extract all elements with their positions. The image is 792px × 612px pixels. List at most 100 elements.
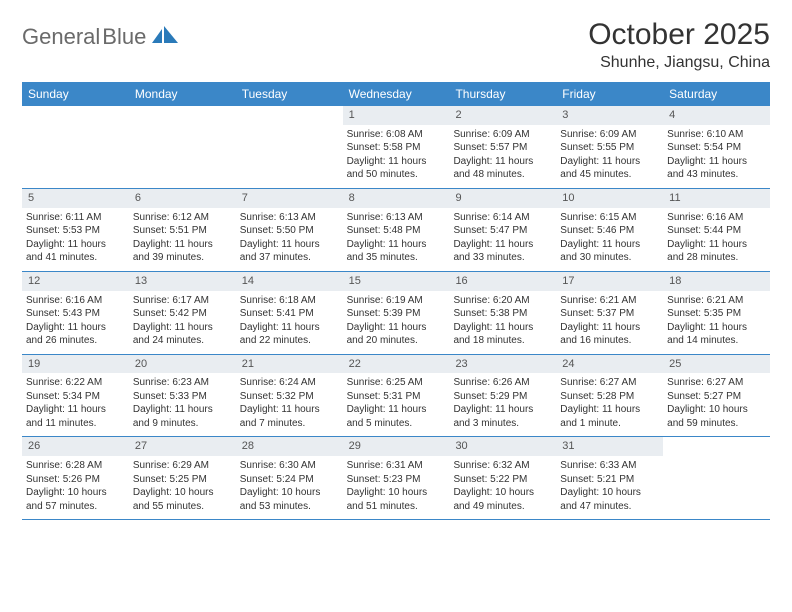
daylight-text: Daylight: 11 hours and 5 minutes. [347, 403, 446, 430]
day-cell: 30Sunrise: 6:32 AMSunset: 5:22 PMDayligh… [449, 437, 556, 519]
daylight-text: Daylight: 10 hours and 55 minutes. [133, 486, 232, 513]
day-number: 3 [556, 106, 663, 125]
sunrise-text: Sunrise: 6:29 AM [133, 459, 232, 473]
week-row: 5Sunrise: 6:11 AMSunset: 5:53 PMDaylight… [22, 189, 770, 272]
day-number: 4 [663, 106, 770, 125]
day-cell: 2Sunrise: 6:09 AMSunset: 5:57 PMDaylight… [449, 106, 556, 188]
day-number: 10 [556, 189, 663, 208]
title-block: October 2025 Shunhe, Jiangsu, China [588, 18, 770, 72]
day-number: 17 [556, 272, 663, 291]
sunset-text: Sunset: 5:43 PM [26, 307, 125, 321]
sunrise-text: Sunrise: 6:16 AM [667, 211, 766, 225]
daylight-text: Daylight: 11 hours and 24 minutes. [133, 321, 232, 348]
location: Shunhe, Jiangsu, China [588, 54, 770, 72]
calendar-page: GeneralBlue October 2025 Shunhe, Jiangsu… [0, 0, 792, 538]
day-number: 2 [449, 106, 556, 125]
daylight-text: Daylight: 11 hours and 26 minutes. [26, 321, 125, 348]
day-cell: 8Sunrise: 6:13 AMSunset: 5:48 PMDaylight… [343, 189, 450, 271]
day-number: 12 [22, 272, 129, 291]
day-cell: 14Sunrise: 6:18 AMSunset: 5:41 PMDayligh… [236, 272, 343, 354]
sunset-text: Sunset: 5:23 PM [347, 473, 446, 487]
daylight-text: Daylight: 11 hours and 43 minutes. [667, 155, 766, 182]
sunset-text: Sunset: 5:21 PM [560, 473, 659, 487]
sunrise-text: Sunrise: 6:21 AM [560, 294, 659, 308]
daylight-text: Daylight: 11 hours and 1 minute. [560, 403, 659, 430]
sunset-text: Sunset: 5:53 PM [26, 224, 125, 238]
sunset-text: Sunset: 5:26 PM [26, 473, 125, 487]
sunset-text: Sunset: 5:38 PM [453, 307, 552, 321]
day-cell: 7 Sunrise: 6:13 AMSunset: 5:50 PMDaylight… [236, 189, 343, 271]
day-number: 23 [449, 355, 556, 374]
day-cell: 27Sunrise: 6:29 AMSunset: 5:25 PMDayligh… [129, 437, 236, 519]
sunrise-text: Sunrise: 6:20 AM [453, 294, 552, 308]
day-cell: 29Sunrise: 6:31 AMSunset: 5:23 PMDayligh… [343, 437, 450, 519]
daylight-text: Daylight: 11 hours and 20 minutes. [347, 321, 446, 348]
daylight-text: Daylight: 10 hours and 51 minutes. [347, 486, 446, 513]
sunrise-text: Sunrise: 6:17 AM [133, 294, 232, 308]
day-number: 16 [449, 272, 556, 291]
sunrise-text: Sunrise: 6:31 AM [347, 459, 446, 473]
sunrise-text: Sunrise: 6:23 AM [133, 376, 232, 390]
calendar: Sunday Monday Tuesday Wednesday Thursday… [22, 82, 770, 520]
day-cell: 26Sunrise: 6:28 AMSunset: 5:26 PMDayligh… [22, 437, 129, 519]
sunset-text: Sunset: 5:35 PM [667, 307, 766, 321]
sunset-text: Sunset: 5:48 PM [347, 224, 446, 238]
day-number: 11 [663, 189, 770, 208]
daylight-text: Daylight: 11 hours and 30 minutes. [560, 238, 659, 265]
week-row: 19Sunrise: 6:22 AMSunset: 5:34 PMDayligh… [22, 355, 770, 438]
day-cell: 3 Sunrise: 6:09 AMSunset: 5:55 PMDaylight… [556, 106, 663, 188]
sunset-text: Sunset: 5:22 PM [453, 473, 552, 487]
sunrise-text: Sunrise: 6:09 AM [453, 128, 552, 142]
sunrise-text: Sunrise: 6:10 AM [667, 128, 766, 142]
sunrise-text: Sunrise: 6:14 AM [453, 211, 552, 225]
sunrise-text: Sunrise: 6:11 AM [26, 211, 125, 225]
day-number: 9 [449, 189, 556, 208]
sunset-text: Sunset: 5:29 PM [453, 390, 552, 404]
sunrise-text: Sunrise: 6:08 AM [347, 128, 446, 142]
day-header-sat: Saturday [663, 82, 770, 106]
sunrise-text: Sunrise: 6:33 AM [560, 459, 659, 473]
daylight-text: Daylight: 11 hours and 18 minutes. [453, 321, 552, 348]
daylight-text: Daylight: 10 hours and 47 minutes. [560, 486, 659, 513]
sunset-text: Sunset: 5:33 PM [133, 390, 232, 404]
day-cell [129, 106, 236, 188]
sunrise-text: Sunrise: 6:13 AM [240, 211, 339, 225]
daylight-text: Daylight: 11 hours and 28 minutes. [667, 238, 766, 265]
daylight-text: Daylight: 11 hours and 11 minutes. [26, 403, 125, 430]
sunset-text: Sunset: 5:51 PM [133, 224, 232, 238]
sunrise-text: Sunrise: 6:12 AM [133, 211, 232, 225]
daylight-text: Daylight: 11 hours and 7 minutes. [240, 403, 339, 430]
sunset-text: Sunset: 5:55 PM [560, 141, 659, 155]
sunset-text: Sunset: 5:32 PM [240, 390, 339, 404]
week-row: 1Sunrise: 6:08 AMSunset: 5:58 PMDaylight… [22, 106, 770, 189]
sunset-text: Sunset: 5:27 PM [667, 390, 766, 404]
logo-text-blue: Blue [102, 24, 146, 50]
sunrise-text: Sunrise: 6:24 AM [240, 376, 339, 390]
day-cell: 24Sunrise: 6:27 AMSunset: 5:28 PMDayligh… [556, 355, 663, 437]
sunrise-text: Sunrise: 6:09 AM [560, 128, 659, 142]
day-header-thu: Thursday [449, 82, 556, 106]
day-number: 6 [129, 189, 236, 208]
sunset-text: Sunset: 5:41 PM [240, 307, 339, 321]
day-cell: 4 Sunrise: 6:10 AMSunset: 5:54 PMDaylight… [663, 106, 770, 188]
day-cell: 10Sunrise: 6:15 AMSunset: 5:46 PMDayligh… [556, 189, 663, 271]
daylight-text: Daylight: 10 hours and 57 minutes. [26, 486, 125, 513]
calendar-header-row: Sunday Monday Tuesday Wednesday Thursday… [22, 82, 770, 106]
month-title: October 2025 [588, 18, 770, 52]
sunrise-text: Sunrise: 6:16 AM [26, 294, 125, 308]
day-header-sun: Sunday [22, 82, 129, 106]
daylight-text: Daylight: 11 hours and 37 minutes. [240, 238, 339, 265]
weeks-container: 1Sunrise: 6:08 AMSunset: 5:58 PMDaylight… [22, 106, 770, 520]
day-number: 13 [129, 272, 236, 291]
sunrise-text: Sunrise: 6:28 AM [26, 459, 125, 473]
day-number: 30 [449, 437, 556, 456]
sunset-text: Sunset: 5:39 PM [347, 307, 446, 321]
day-number: 7 [236, 189, 343, 208]
sunrise-text: Sunrise: 6:18 AM [240, 294, 339, 308]
daylight-text: Daylight: 11 hours and 45 minutes. [560, 155, 659, 182]
sunset-text: Sunset: 5:54 PM [667, 141, 766, 155]
day-cell: 17Sunrise: 6:21 AMSunset: 5:37 PMDayligh… [556, 272, 663, 354]
logo: GeneralBlue [22, 24, 180, 50]
sunset-text: Sunset: 5:50 PM [240, 224, 339, 238]
logo-text-general: General [22, 24, 100, 50]
